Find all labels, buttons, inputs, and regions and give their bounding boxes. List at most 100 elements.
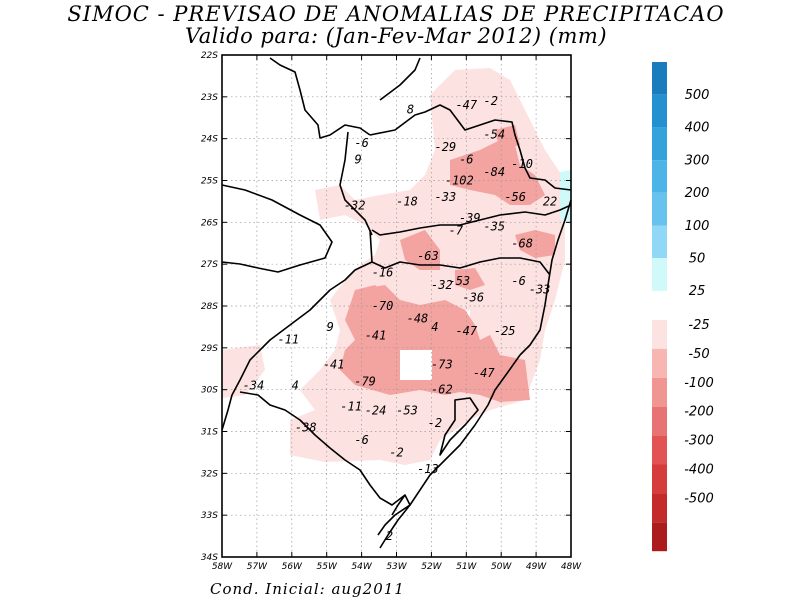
- lat-tick-label: 30S: [201, 386, 218, 396]
- contour-value: -84: [483, 165, 505, 179]
- contour-value: -39: [459, 211, 481, 225]
- lon-tick-label: 49W: [526, 562, 547, 572]
- contour-value: -11: [340, 399, 362, 413]
- lon-tick-label: 54W: [351, 562, 372, 572]
- colorbar-swatch-negative: [652, 320, 667, 349]
- contour-value: -79: [354, 374, 376, 388]
- colorbar-swatch-positive: [652, 94, 667, 128]
- initial-condition-label: Cond. Inicial: aug2011: [210, 580, 405, 598]
- colorbar-swatch-positive: [652, 127, 667, 161]
- colorbar-label: 100: [685, 219, 710, 234]
- contour-value: -36: [462, 291, 484, 305]
- lat-tick-label: 33S: [201, 511, 218, 521]
- colorbar-label: -500: [684, 491, 714, 506]
- lon-tick-labels: 58W 57W 56W 55W 54W 53W 52W 51W 50W 49W 48W: [212, 562, 582, 572]
- contour-value: -2: [428, 416, 442, 430]
- contour-value: -62: [431, 383, 453, 397]
- colorbar-swatch-positive: [652, 62, 667, 95]
- colorbar-label: -200: [684, 405, 714, 420]
- boundary-uruguay: [239, 391, 411, 536]
- lat-tick-label: 27S: [201, 260, 218, 270]
- contour-value: 22: [543, 194, 557, 208]
- colorbar-swatch-positive: [652, 160, 667, 193]
- colorbar-swatch-negative: [652, 348, 667, 378]
- anomaly-shading: [222, 68, 571, 465]
- contour-value: 9: [354, 153, 361, 167]
- lat-tick-label: 23S: [201, 93, 218, 103]
- contour-value: -63: [417, 249, 439, 263]
- colorbar-swatch-negative: [652, 377, 667, 407]
- map-subtitle: Valido para: (Jan-Fev-Mar 2012) (mm): [184, 24, 608, 48]
- boundary-sc-rs: [369, 229, 551, 276]
- lon-tick-label: 51W: [456, 562, 477, 572]
- contour-value: -47: [455, 98, 477, 112]
- colorbar-swatch-negative: [652, 435, 667, 465]
- contour-value: -25: [494, 324, 516, 338]
- colorbar-label: 25: [689, 284, 706, 299]
- contour-value: -41: [323, 358, 345, 372]
- contour-value: -48: [407, 312, 429, 326]
- colorbar-label: -50: [688, 347, 709, 362]
- lon-tick-label: 50W: [491, 562, 512, 572]
- contour-value: -2: [389, 445, 403, 459]
- contour-value: 8: [407, 102, 414, 116]
- moderate-anomaly-center: [400, 230, 440, 270]
- contour-value: 9: [327, 320, 334, 334]
- contour-value: -33: [435, 190, 457, 204]
- colorbar-swatch-negative: [652, 493, 667, 523]
- lat-tick-label: 25S: [201, 177, 218, 187]
- lon-tick-label: 52W: [421, 562, 442, 572]
- coastline-rs: [379, 354, 521, 549]
- colorbar-label: 50: [689, 252, 706, 267]
- contour-value: -32: [431, 278, 453, 292]
- contour-value: -73: [431, 358, 453, 372]
- colorbar-label: -400: [684, 463, 714, 478]
- contour-value: -24: [365, 404, 387, 418]
- contour-value: -53: [396, 404, 418, 418]
- lat-tick-labels: 22S 23S 24S 25S 26S 27S 28S 29S 30S 31S 32S 33S 34S: [201, 51, 218, 563]
- moderate-anomaly-parana: [450, 140, 545, 205]
- boundaries: [221, 57, 572, 549]
- contour-value: 4: [292, 378, 299, 392]
- frame-ticks: [221, 54, 572, 558]
- contour-labels: 8 -47 -2-54-69-29-6-84-10-102-33 -56 22-32 -1…: [243, 94, 558, 543]
- contour-value: -6: [354, 136, 368, 150]
- contour-value: -32: [344, 199, 366, 213]
- lagoa-dos-patos: [439, 397, 479, 456]
- colorbar-swatch-negative: [652, 406, 667, 436]
- contour-value: -11: [277, 332, 299, 346]
- colorbar-label: -300: [684, 434, 714, 449]
- contour-value: -47: [473, 366, 495, 380]
- colorbar-label: 500: [685, 88, 710, 103]
- contour-value: 2: [386, 529, 393, 543]
- map-title: SIMOC - PREVISAO DE ANOMALIAS DE PRECIPI…: [67, 2, 725, 26]
- contour-value: -18: [396, 194, 418, 208]
- contour-value: -41: [365, 328, 387, 342]
- contour-value: -47: [455, 324, 477, 338]
- contour-value: -38: [295, 420, 317, 434]
- boundary-ms-pr: [339, 131, 373, 236]
- lat-tick-label: 26S: [201, 218, 218, 228]
- contour-value: -56: [504, 190, 526, 204]
- lat-tick-label: 22S: [201, 51, 218, 61]
- contour-value: -16: [372, 266, 394, 280]
- boundary-argentina-rs: [221, 261, 373, 431]
- colorbar-swatch-positive: [652, 225, 667, 259]
- moderate-anomaly-south: [340, 285, 530, 402]
- boundary-ms-sp: [269, 57, 371, 139]
- colorbar-swatch-positive: [652, 258, 667, 291]
- contour-value: -54: [483, 127, 505, 141]
- lat-tick-label: 24S: [201, 135, 218, 145]
- moderate-anomaly-east: [515, 230, 555, 258]
- moderate-anomaly-mid: [455, 268, 485, 290]
- contour-value: -7: [449, 224, 464, 238]
- contour-value: 4: [431, 320, 438, 334]
- colorbar-label: -100: [684, 376, 714, 391]
- lon-tick-label: 58W: [212, 562, 233, 572]
- contour-value: -6: [511, 274, 525, 288]
- coastline-sc: [519, 199, 572, 356]
- contour-value: -2: [484, 94, 498, 108]
- colorbar-label: -25: [688, 318, 709, 333]
- contour-value: -33: [529, 282, 551, 296]
